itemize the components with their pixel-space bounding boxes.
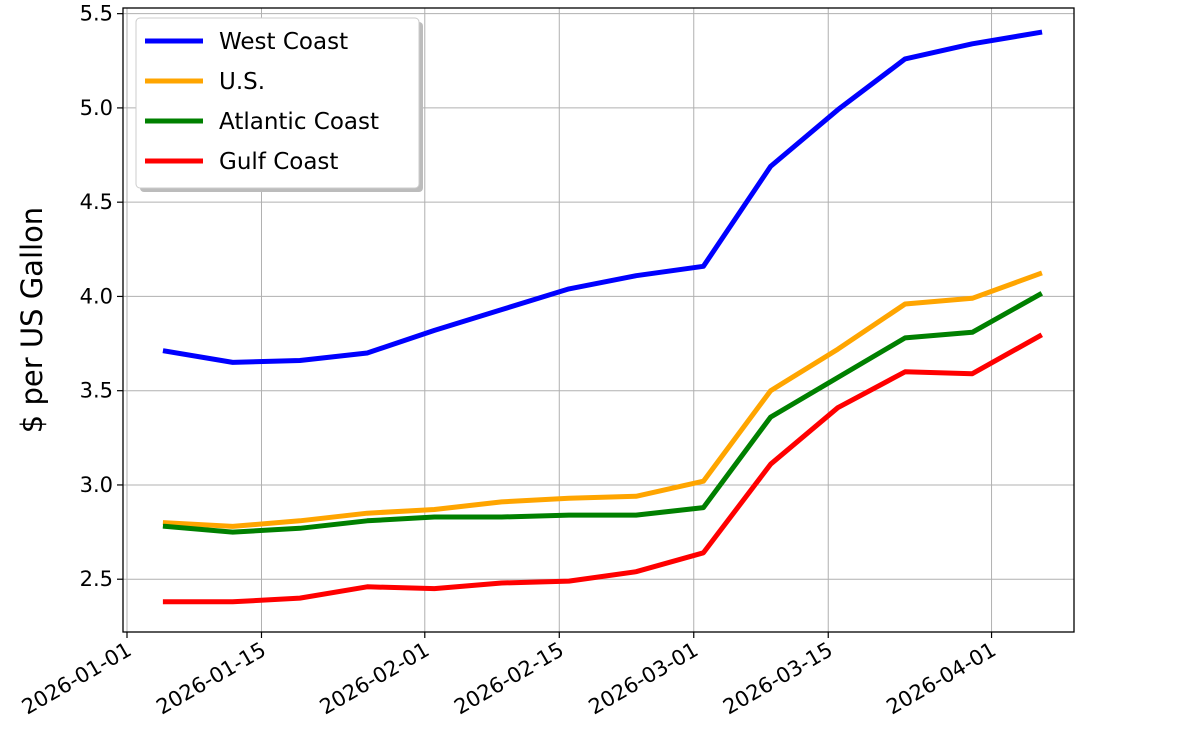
y-tick-label: 5.5 — [80, 2, 113, 26]
y-tick-label: 2.5 — [80, 567, 113, 591]
y-tick-label: 5.0 — [80, 96, 113, 120]
legend: West Coast U.S. Atlantic Coast Gulf Coast — [135, 17, 423, 192]
legend-box — [135, 17, 420, 189]
y-axis-label: $ per US Gallon — [15, 207, 49, 433]
x-tick-label: 2026-02-15 — [450, 638, 568, 720]
legend-items: West Coast U.S. Atlantic Coast Gulf Coast — [145, 29, 379, 175]
y-tick-label: 4.5 — [80, 190, 113, 214]
y-tick-label: 3.5 — [80, 379, 113, 403]
grid-lines — [123, 8, 1074, 632]
x-tick-label: 2026-04-01 — [882, 638, 1000, 720]
x-tick-label: 2026-03-15 — [719, 638, 837, 720]
y-tick-label: 4.0 — [80, 284, 113, 308]
legend-label: West Coast — [219, 29, 348, 55]
series-line-atlantic-coast — [162, 291, 1044, 535]
series-line-gulf-coast — [162, 332, 1044, 605]
x-tick-label: 2026-02-01 — [316, 638, 434, 720]
legend-label: Gulf Coast — [219, 149, 338, 175]
x-tick-label: 2026-01-15 — [152, 638, 270, 720]
x-tick-label: 2026-03-01 — [585, 638, 703, 720]
series-line-u-s — [162, 270, 1043, 529]
series-lines — [162, 29, 1044, 605]
legend-label: U.S. — [219, 69, 265, 95]
y-tick-label: 3.0 — [80, 473, 113, 497]
legend-label: Atlantic Coast — [219, 109, 379, 135]
series-line-west-coast — [162, 29, 1043, 365]
x-tick-label: 2026-01-01 — [18, 638, 136, 720]
plot-area-frame — [122, 7, 1075, 633]
